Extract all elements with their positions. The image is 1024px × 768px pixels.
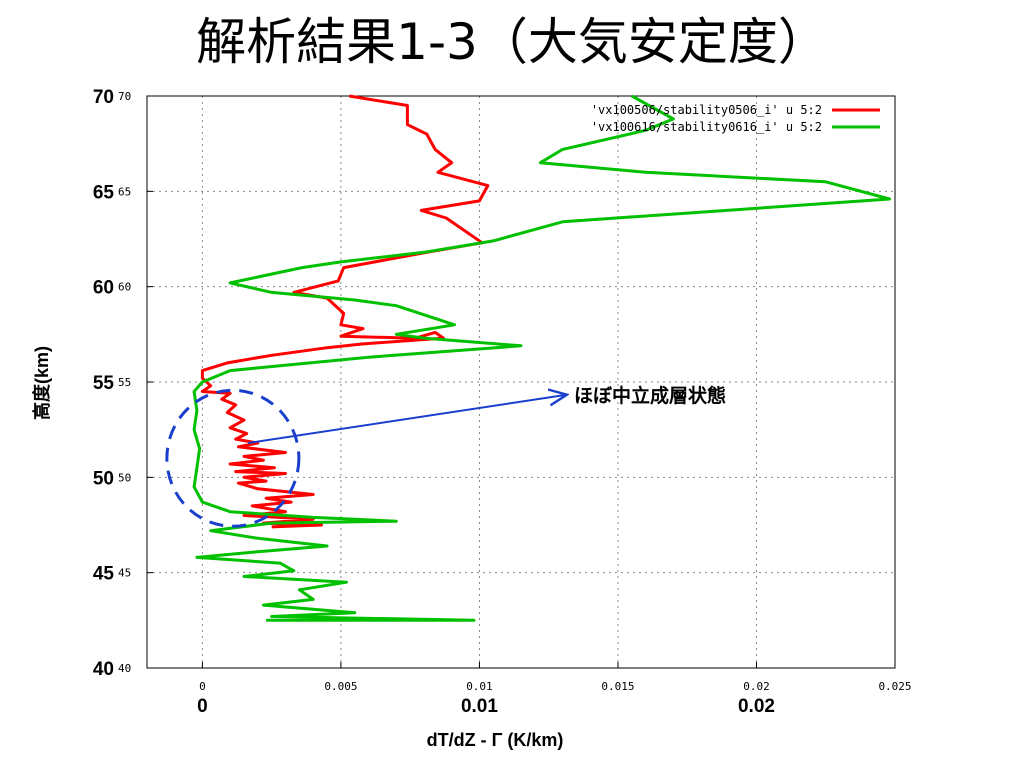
x-tick-label-small: 0.015 [601, 680, 634, 693]
y-tick-label-small: 70 [118, 90, 131, 103]
legend-label-2: 'vx100616/stability0616_i' u 5:2 [591, 120, 822, 134]
y-tick-label-small: 40 [118, 662, 131, 675]
legend: 'vx100506/stability0506_i' u 5:2 'vx10061… [591, 103, 880, 134]
y-tick-label-small: 55 [118, 376, 131, 389]
y-tick-label-large: 70 [93, 87, 114, 108]
y-tick-label-small: 45 [118, 567, 131, 580]
y-axis-label: 高度(km) [31, 346, 52, 420]
series-line-1 [200, 94, 490, 529]
x-tick-label-large: 0 [197, 696, 208, 717]
plot-frame [146, 95, 896, 669]
x-tick-label-small: 0.025 [878, 680, 911, 693]
legend-label-1: 'vx100506/stability0506_i' u 5:2 [591, 103, 822, 117]
y-tick-label-small: 65 [118, 185, 131, 198]
series-layer [192, 94, 891, 622]
annotation-arrow [247, 395, 565, 445]
annotation: ほぼ中立成層状態 [165, 384, 726, 528]
x-tick-label-large: 0.02 [738, 696, 775, 717]
series-line-2 [192, 94, 891, 622]
y-tick-label-large: 50 [93, 468, 114, 489]
y-tick-label-large: 65 [93, 182, 115, 203]
y-tick-label-large: 45 [93, 564, 115, 585]
grid-lines [147, 95, 896, 669]
slide-title: 解析結果1-3（大気安定度） [196, 13, 828, 71]
y-tick-label-small: 50 [118, 471, 131, 484]
y-tick-label-large: 40 [93, 659, 114, 680]
highlight-circle [165, 388, 301, 528]
x-tick-label-small: 0.005 [324, 680, 357, 693]
y-tick-label-large: 60 [93, 278, 114, 299]
y-tick-label-small: 60 [118, 281, 131, 294]
x-tick-label-small: 0 [199, 680, 206, 693]
x-tick-label-small: 0.02 [743, 680, 770, 693]
x-tick-label-large: 0.01 [461, 696, 498, 717]
x-tick-label-small: 0.01 [466, 680, 493, 693]
y-tick-label-large: 55 [93, 373, 115, 394]
tick-labels: 0 0.005 0.01 0.015 0.02 0.025 0 0.01 0.02 40 40 454… [93, 87, 912, 717]
annotation-label: ほぼ中立成層状態 [574, 384, 726, 407]
x-axis-label: dT/dZ - Γ (K/km) [427, 730, 564, 750]
